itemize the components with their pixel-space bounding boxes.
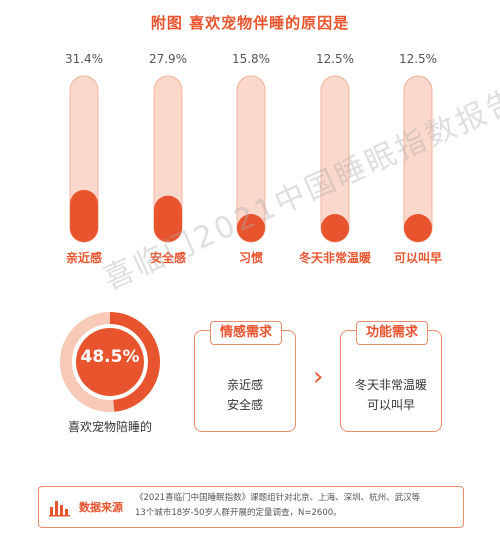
bar-fill (70, 189, 98, 242)
data-source-box: 数据来源 《2021喜临门中国睡眠指数》课题组针对北京、上海、深圳、杭州、武汉等… (38, 486, 464, 528)
emotional-needs-box: 情感需求 亲近感 安全感 (194, 321, 296, 432)
bar-fill (237, 214, 265, 242)
category-label: 可以叫早 (394, 250, 442, 265)
donut-ring-arc (60, 312, 160, 412)
donut-percent: 48.5% (80, 347, 140, 367)
bar-value-label: 12.5% (399, 52, 437, 66)
category-label: 冬天非常温暖 (299, 250, 372, 265)
category-label: 安全感 (150, 250, 186, 265)
bar-value-label: 27.9% (149, 52, 187, 66)
bar-fill (154, 195, 182, 242)
data-source-label: 数据来源 (79, 501, 123, 514)
bar-value-label: 15.8% (232, 52, 270, 66)
functional-need-item: 可以叫早 (366, 398, 415, 412)
chevron-right-icon: › (313, 362, 324, 392)
bar-fill (404, 214, 432, 242)
bar-chart: 31.4% 亲近感 27.9% 安全感 15.8% 习惯 12.5% 冬天非常温暖 12.5% 可… (65, 52, 442, 265)
summary-donut (60, 312, 160, 412)
bar-chart-icon (49, 501, 70, 517)
page-title: 附图 喜欢宠物伴睡的原因是 (150, 14, 350, 32)
bar-fill (321, 214, 349, 242)
donut-center (76, 328, 144, 396)
emotional-needs-title: 情感需求 (210, 321, 282, 345)
functional-needs-title: 功能需求 (356, 321, 428, 345)
bar-value-label: 31.4% (65, 52, 103, 66)
emotional-need-item: 安全感 (226, 398, 263, 412)
data-source-line: 13个城市18岁-50岁人群开展的定量调查，N=2600。 (135, 508, 342, 518)
functional-need-item: 冬天非常温暖 (354, 378, 427, 392)
data-source-line: 《2021喜临门中国睡眠指数》课题组针对北京、上海、深圳、杭州、武汉等 (135, 493, 421, 503)
data-source-text: 《2021喜临门中国睡眠指数》课题组针对北京、上海、深圳、杭州、武汉等 13个城… (135, 491, 457, 521)
bar-value-label: 12.5% (316, 52, 354, 66)
donut-caption: 喜欢宠物陪睡的 (67, 420, 152, 434)
category-label: 亲近感 (66, 250, 102, 265)
emotional-need-item: 亲近感 (226, 378, 263, 392)
category-label: 习惯 (239, 250, 263, 265)
functional-needs-box: 功能需求 冬天非常温暖 可以叫早 (340, 321, 442, 432)
